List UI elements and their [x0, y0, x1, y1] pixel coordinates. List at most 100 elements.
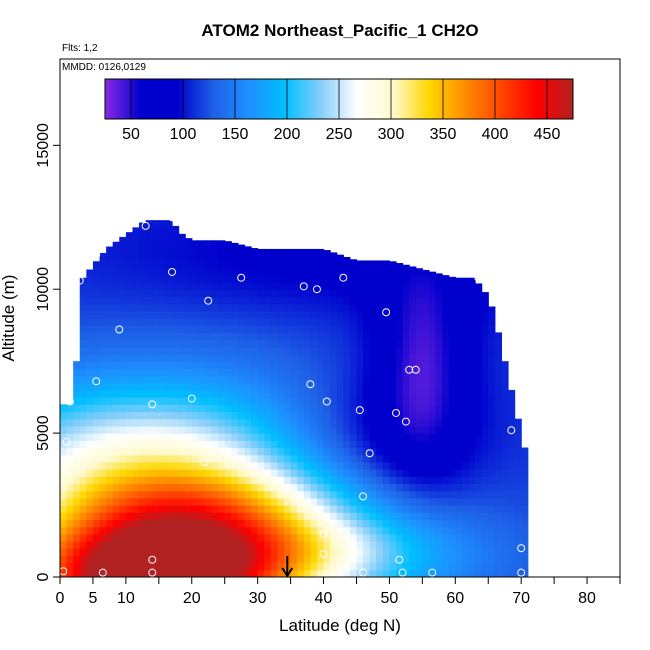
heatmap-cell [204, 296, 213, 305]
heatmap-cell [178, 267, 186, 276]
heatmap-cell [231, 569, 239, 577]
heatmap-cell [211, 274, 219, 283]
heatmap-cell [363, 490, 371, 499]
heatmap-cell [66, 519, 74, 528]
heatmap-cell [494, 353, 503, 362]
heatmap-cell [461, 318, 470, 326]
heatmap-cell [508, 397, 516, 405]
heatmap-cell [363, 282, 371, 290]
heatmap-cell [112, 418, 120, 427]
heatmap-cell [86, 476, 94, 485]
heatmap-cell [316, 346, 325, 355]
heatmap-cell [92, 562, 101, 571]
heatmap-cell [461, 533, 470, 542]
heatmap-cell [310, 382, 318, 391]
heatmap-cell [488, 339, 496, 348]
heatmap-cell [284, 447, 292, 456]
heatmap-cell [211, 490, 219, 499]
heatmap-cell [363, 267, 371, 276]
heatmap-cell [165, 339, 173, 348]
heatmap-cell [356, 483, 364, 492]
heatmap-cell [172, 505, 180, 513]
heatmap-cell [86, 318, 94, 326]
heatmap-cell [290, 361, 298, 369]
heatmap-cell [442, 282, 450, 290]
heatmap-cell [79, 339, 87, 348]
heatmap-cell [349, 411, 358, 420]
heatmap-cell [106, 253, 114, 262]
heatmap-cell [172, 325, 180, 333]
heatmap-cell [257, 476, 265, 485]
heatmap-cell [60, 454, 68, 463]
heatmap-cell [415, 318, 423, 326]
heatmap-cell [290, 411, 298, 420]
heatmap-cell [310, 476, 318, 485]
heatmap-cell [363, 303, 371, 312]
heatmap-cell [323, 411, 331, 420]
heatmap-cell [297, 296, 305, 305]
heatmap-cell [521, 541, 529, 549]
heatmap-cell [132, 227, 140, 233]
heatmap-cell [73, 361, 81, 369]
heatmap-cell [158, 505, 167, 513]
heatmap-cell [297, 476, 305, 485]
heatmap-cell [330, 526, 338, 535]
heatmap-cell [396, 353, 404, 362]
heatmap-cell [475, 361, 483, 369]
heatmap-cell [92, 303, 101, 312]
heatmap-cell [204, 433, 213, 441]
heatmap-cell [303, 562, 311, 571]
heatmap-cell [521, 533, 529, 542]
heatmap-cell [185, 332, 193, 341]
heatmap-cell [415, 569, 423, 577]
heatmap-cell [172, 318, 180, 326]
heatmap-cell [356, 282, 364, 290]
heatmap-cell [99, 447, 107, 456]
heatmap-cell [428, 382, 437, 391]
heatmap-cell [455, 505, 463, 513]
heatmap-cell [409, 461, 417, 470]
heatmap-cell [99, 411, 107, 420]
heatmap-cell [336, 447, 344, 456]
heatmap-cell [185, 505, 193, 513]
arrow-head [281, 567, 294, 578]
heatmap-cell [488, 562, 496, 571]
heatmap-cell [316, 505, 325, 513]
heatmap-cell [178, 454, 186, 463]
heatmap-cell [125, 555, 134, 564]
heatmap-cell [224, 533, 232, 542]
heatmap-cell [303, 425, 311, 434]
heatmap-cell [455, 533, 463, 542]
heatmap-cell [264, 461, 272, 470]
heatmap-cell [356, 533, 364, 542]
heatmap-cell [376, 267, 384, 276]
heatmap-cell [442, 275, 450, 283]
heatmap-cell [73, 433, 81, 441]
heatmap-cell [119, 397, 127, 405]
heatmap-cell [343, 505, 351, 513]
heatmap-cell [343, 267, 351, 276]
heatmap-cell [488, 418, 496, 427]
heatmap-cell [488, 397, 496, 405]
heatmap-cell [396, 310, 404, 319]
heatmap-cell [415, 490, 423, 499]
heatmap-cell [363, 296, 371, 305]
heatmap-cell [481, 296, 489, 305]
heatmap-cell [448, 303, 456, 312]
heatmap-cell [139, 562, 147, 571]
heatmap-cell [468, 382, 476, 391]
heatmap-cell [132, 526, 140, 535]
heatmap-cell [435, 562, 443, 571]
heatmap-cell [363, 454, 371, 463]
heatmap-cell [237, 454, 246, 463]
heatmap-cell [185, 418, 193, 427]
y-tick-label: 5000 [35, 415, 52, 451]
heatmap-cell [257, 389, 265, 398]
observation-point [319, 549, 328, 558]
heatmap-cell [448, 389, 456, 398]
heatmap-cell [106, 375, 114, 384]
heatmap-cell [428, 282, 437, 290]
heatmap-cell [494, 440, 503, 449]
heatmap-cell [185, 274, 193, 283]
heatmap-cell [336, 361, 344, 369]
